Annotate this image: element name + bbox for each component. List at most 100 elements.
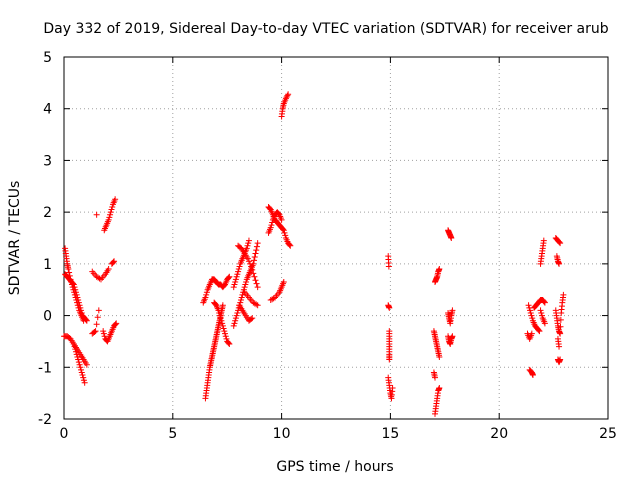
data-point <box>386 304 393 311</box>
data-point <box>78 369 85 376</box>
data-point <box>248 316 255 323</box>
data-point <box>222 330 229 337</box>
data-point <box>287 242 294 249</box>
data-point <box>540 237 547 244</box>
data-point <box>96 275 103 282</box>
data-point <box>557 240 564 247</box>
data-point <box>280 226 287 233</box>
data-point <box>253 243 260 250</box>
data-point <box>110 259 117 266</box>
data-point <box>111 258 118 265</box>
data-point <box>251 253 258 260</box>
data-point <box>275 210 282 217</box>
data-point <box>219 320 226 327</box>
data-point <box>538 309 545 316</box>
data-point <box>232 317 239 324</box>
data-point <box>234 309 241 316</box>
data-point <box>74 353 81 360</box>
data-point <box>541 320 548 327</box>
data-point <box>270 295 277 302</box>
data-point <box>242 281 249 288</box>
data-point <box>223 335 230 342</box>
data-point <box>282 232 289 239</box>
data-point <box>106 214 113 221</box>
x-tick-label: 10 <box>273 426 291 442</box>
data-point <box>230 322 237 329</box>
data-point <box>216 312 223 319</box>
data-point <box>385 263 392 270</box>
data-point <box>448 235 455 241</box>
x-tick-label: 20 <box>490 426 508 442</box>
data-point <box>280 227 287 234</box>
data-point <box>109 203 116 210</box>
data-point <box>221 282 228 289</box>
data-point <box>202 294 209 301</box>
data-point <box>219 302 226 309</box>
data-point <box>72 348 79 355</box>
data-point <box>267 224 274 231</box>
data-point <box>243 278 250 285</box>
data-point <box>278 216 285 223</box>
data-point <box>70 341 77 348</box>
data-point <box>218 317 225 324</box>
x-axis-label: GPS time / hours <box>276 459 393 475</box>
data-point <box>66 269 73 276</box>
data-point <box>541 299 548 306</box>
data-point <box>75 297 82 304</box>
data-point <box>112 196 119 203</box>
data-point <box>541 298 548 305</box>
y-tick-label: -2 <box>38 412 52 428</box>
data-point <box>254 240 261 247</box>
data-point <box>78 307 85 314</box>
data-point <box>283 93 290 100</box>
y-tick-label: 2 <box>43 205 52 221</box>
data-point <box>76 302 83 309</box>
data-point <box>243 245 250 252</box>
data-point <box>95 307 102 314</box>
data-point <box>221 328 228 335</box>
data-point <box>83 361 90 368</box>
data-point <box>220 325 227 332</box>
data-point <box>75 359 82 366</box>
data-point <box>212 301 219 308</box>
data-point <box>235 268 242 275</box>
data-point <box>93 321 100 328</box>
data-point <box>252 277 259 284</box>
data-point <box>78 366 85 373</box>
data-point <box>244 255 251 262</box>
data-point <box>93 211 100 218</box>
chart-title: Day 332 of 2019, Sidereal Day-to-day VTE… <box>43 21 608 37</box>
data-point <box>253 247 260 254</box>
data-point <box>79 372 86 379</box>
data-point <box>286 241 293 248</box>
data-point <box>78 309 85 316</box>
data-point <box>74 294 81 301</box>
data-point <box>556 239 563 246</box>
data-point <box>232 276 239 283</box>
data-point <box>100 330 107 337</box>
data-point <box>560 291 567 298</box>
data-point <box>217 315 224 322</box>
data-point <box>203 289 210 296</box>
data-point <box>557 356 564 363</box>
data-point <box>232 315 239 322</box>
axis-ticks: 0 5 10 15 20 25 -2 -1 0 1 2 3 4 5 <box>38 50 617 442</box>
data-point <box>81 379 88 386</box>
data-point <box>112 321 119 328</box>
data-markers <box>61 91 567 417</box>
data-point <box>71 284 78 291</box>
data-point <box>527 307 534 314</box>
data-point <box>73 291 80 298</box>
data-point <box>529 372 536 379</box>
data-point <box>436 266 443 273</box>
data-point <box>449 307 456 314</box>
data-point <box>226 273 233 280</box>
data-point <box>240 286 247 293</box>
data-point <box>231 320 238 327</box>
data-point <box>75 299 82 306</box>
y-axis-label: SDTVAR / TECUs <box>7 181 23 296</box>
data-point <box>284 92 291 99</box>
data-point <box>556 260 563 267</box>
data-point <box>72 289 79 296</box>
data-point <box>225 340 232 347</box>
